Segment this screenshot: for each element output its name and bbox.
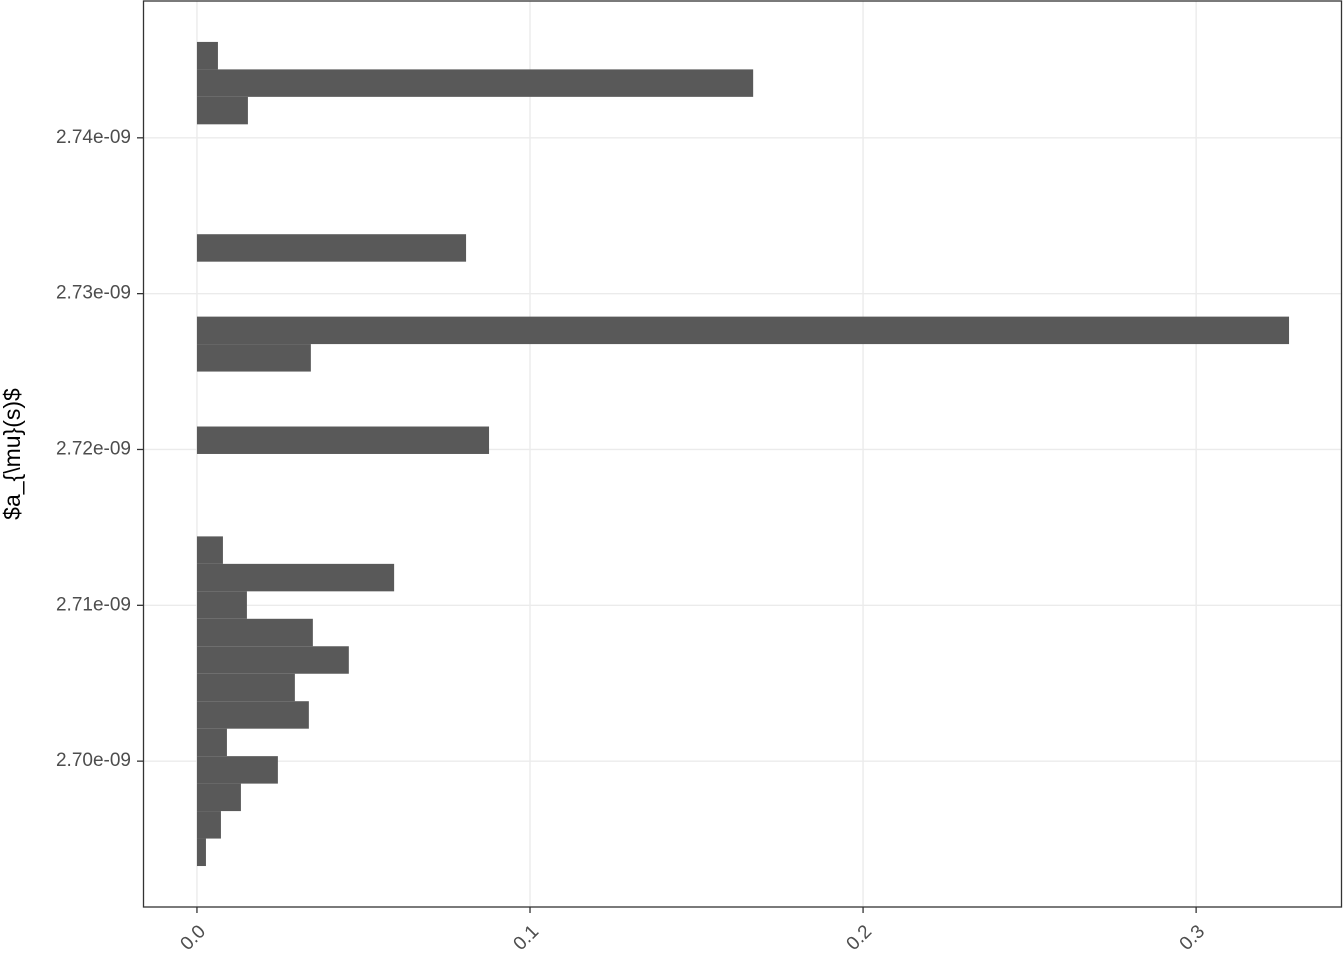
bar bbox=[196, 41, 218, 70]
x-tick-label: 0.0 bbox=[177, 921, 211, 955]
grid bbox=[143, 1, 1342, 907]
bar bbox=[196, 838, 206, 867]
y-tick-label: 2.74e-09 bbox=[56, 127, 131, 148]
y-tick-label: 2.71e-09 bbox=[56, 594, 131, 615]
bar bbox=[196, 756, 278, 784]
bar bbox=[196, 783, 241, 812]
bar bbox=[196, 618, 313, 647]
bar bbox=[196, 344, 311, 372]
bars bbox=[196, 41, 1290, 867]
panel-border bbox=[142, 0, 1343, 908]
bar bbox=[196, 591, 247, 619]
bar bbox=[196, 316, 1290, 345]
bar bbox=[196, 646, 349, 674]
bar bbox=[196, 563, 395, 592]
bar bbox=[196, 673, 295, 702]
bar bbox=[196, 96, 248, 125]
y-tick-label: 2.70e-09 bbox=[56, 750, 131, 771]
x-tick-label: 0.1 bbox=[510, 921, 544, 955]
x-tick-label: 0.2 bbox=[843, 921, 877, 955]
y-tick-label: 2.72e-09 bbox=[56, 438, 131, 459]
y-axis-label: $a_{\mu}(s)$ bbox=[0, 388, 25, 520]
x-tick-label: 0.3 bbox=[1176, 921, 1210, 955]
bar bbox=[196, 69, 754, 97]
y-tick-label: 2.73e-09 bbox=[56, 283, 131, 304]
bar bbox=[196, 234, 467, 262]
bar bbox=[196, 728, 227, 757]
bar bbox=[196, 811, 221, 839]
bar bbox=[196, 536, 223, 564]
bar bbox=[196, 701, 309, 729]
bar bbox=[196, 426, 490, 454]
